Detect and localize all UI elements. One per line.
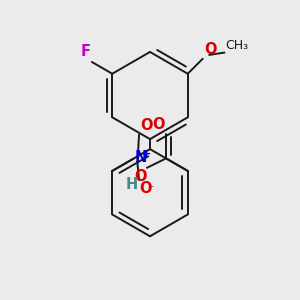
Text: O: O [134, 169, 146, 184]
Text: ⁻: ⁻ [147, 183, 154, 196]
Text: O: O [140, 118, 152, 133]
Text: N: N [135, 150, 147, 165]
Text: O: O [204, 42, 216, 57]
Text: O: O [152, 118, 165, 133]
Text: H: H [126, 177, 138, 192]
Text: CH₃: CH₃ [225, 39, 248, 52]
Text: F: F [80, 44, 90, 59]
Text: +: + [142, 148, 151, 158]
Text: O: O [140, 181, 152, 196]
